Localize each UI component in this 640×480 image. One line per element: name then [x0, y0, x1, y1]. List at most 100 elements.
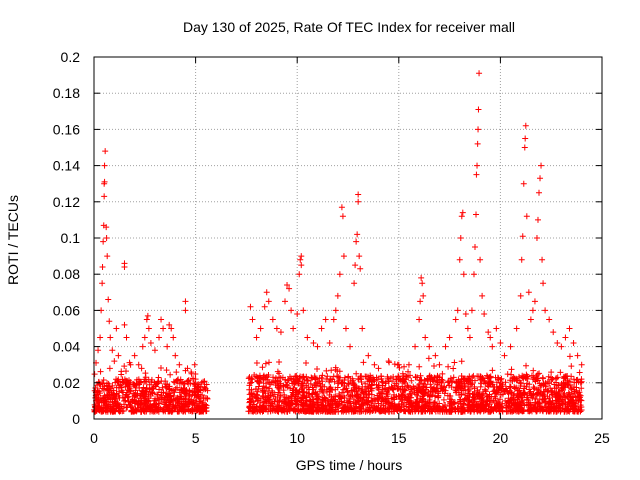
data-point [333, 373, 340, 380]
data-point [527, 316, 534, 323]
data-point [536, 370, 543, 377]
data-point [317, 383, 324, 390]
data-point [456, 256, 463, 263]
data-point [576, 369, 583, 376]
data-point [352, 262, 359, 269]
data-point [523, 213, 530, 220]
data-point [487, 373, 494, 380]
data-point [520, 399, 527, 406]
data-point [267, 381, 274, 388]
data-point [485, 329, 492, 336]
data-point [287, 401, 294, 408]
data-point [155, 391, 162, 398]
data-point [465, 398, 472, 405]
data-point [200, 378, 207, 385]
data-point [115, 352, 122, 359]
data-point [530, 391, 537, 398]
data-point [540, 280, 547, 287]
data-point [539, 396, 546, 403]
data-point [304, 334, 311, 341]
data-point [292, 392, 299, 399]
data-point [464, 325, 471, 332]
data-point [94, 389, 101, 396]
data-point [513, 377, 520, 384]
data-point [487, 408, 494, 415]
data-point [345, 374, 352, 381]
data-point [103, 235, 110, 241]
data-point [536, 189, 543, 196]
data-point [533, 392, 540, 399]
data-point [178, 386, 185, 393]
data-point [552, 406, 559, 413]
data-point [176, 380, 183, 387]
data-point [456, 392, 463, 399]
data-point [193, 386, 200, 393]
data-point [98, 408, 105, 415]
data-point [135, 361, 142, 368]
data-point [296, 271, 303, 278]
data-point [356, 404, 363, 411]
data-point [290, 325, 297, 332]
data-point [476, 70, 483, 77]
data-point [515, 373, 522, 380]
data-point [161, 401, 168, 408]
data-point [568, 373, 575, 380]
data-point [338, 204, 345, 211]
data-point [406, 397, 413, 404]
data-point [434, 407, 441, 414]
data-point [257, 374, 264, 381]
data-point [281, 394, 288, 401]
data-point [474, 162, 481, 169]
data-point [371, 361, 378, 368]
data-point [127, 379, 134, 386]
data-point [391, 408, 398, 415]
data-point [341, 382, 348, 389]
data-point [157, 364, 164, 371]
data-point [101, 392, 108, 399]
data-point [96, 388, 103, 395]
data-point [523, 402, 530, 409]
data-point [260, 393, 267, 400]
data-point [319, 394, 326, 401]
data-point [462, 375, 469, 382]
data-point [103, 407, 110, 414]
data-point [566, 325, 573, 332]
data-point [426, 393, 433, 400]
data-point [312, 389, 319, 396]
data-point [520, 389, 527, 396]
data-point [472, 244, 478, 251]
data-point [121, 321, 128, 328]
data-point [404, 383, 411, 390]
data-point [158, 389, 165, 396]
data-point [474, 373, 481, 380]
data-point [507, 408, 514, 415]
data-point [487, 374, 494, 381]
data-point [420, 380, 427, 387]
x-tick-label: 10 [289, 430, 305, 446]
data-point [133, 376, 140, 383]
data-point [158, 316, 165, 323]
data-point [154, 378, 161, 385]
data-point [168, 325, 175, 332]
data-point [561, 394, 568, 401]
data-point [572, 394, 579, 401]
data-point [405, 361, 412, 368]
data-point [381, 386, 388, 393]
data-point [313, 396, 320, 403]
data-point [295, 380, 302, 387]
data-point [537, 175, 544, 182]
data-point [540, 406, 547, 413]
data-point [360, 359, 367, 366]
data-point [274, 402, 281, 409]
data-point [378, 390, 385, 397]
data-point [197, 408, 204, 415]
data-point [385, 387, 392, 394]
data-point [440, 396, 447, 403]
data-point [365, 407, 372, 414]
data-point [405, 368, 412, 375]
data-point [168, 408, 175, 415]
data-point [332, 364, 339, 371]
data-point [535, 400, 542, 407]
data-point [101, 383, 108, 390]
data-point [375, 365, 382, 372]
